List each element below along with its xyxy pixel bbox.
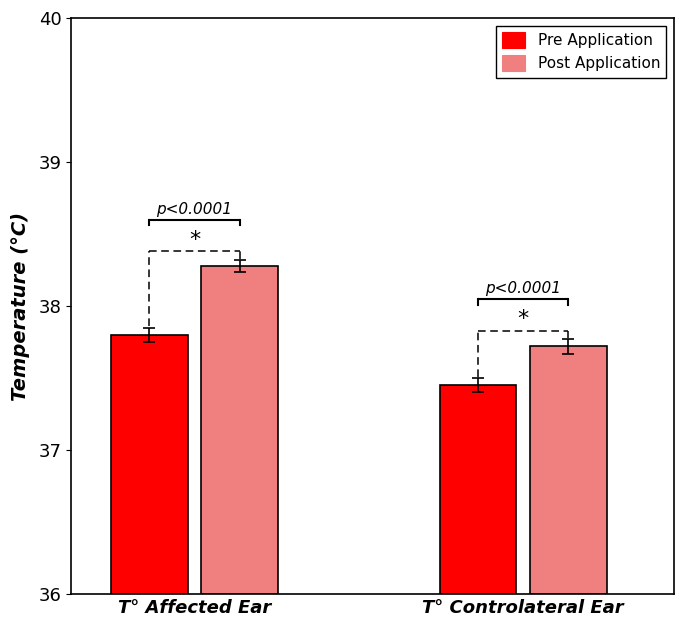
Bar <box>111 335 188 594</box>
Text: p<0.0001: p<0.0001 <box>485 281 561 296</box>
Text: *: * <box>518 309 529 329</box>
Text: p<0.0001: p<0.0001 <box>156 202 232 217</box>
Legend: Pre Application, Post Application: Pre Application, Post Application <box>497 26 667 78</box>
Bar <box>440 385 516 594</box>
Y-axis label: Temperature (°C): Temperature (°C) <box>11 212 30 401</box>
Text: *: * <box>189 230 200 250</box>
Bar <box>201 266 278 594</box>
Bar <box>530 347 607 594</box>
